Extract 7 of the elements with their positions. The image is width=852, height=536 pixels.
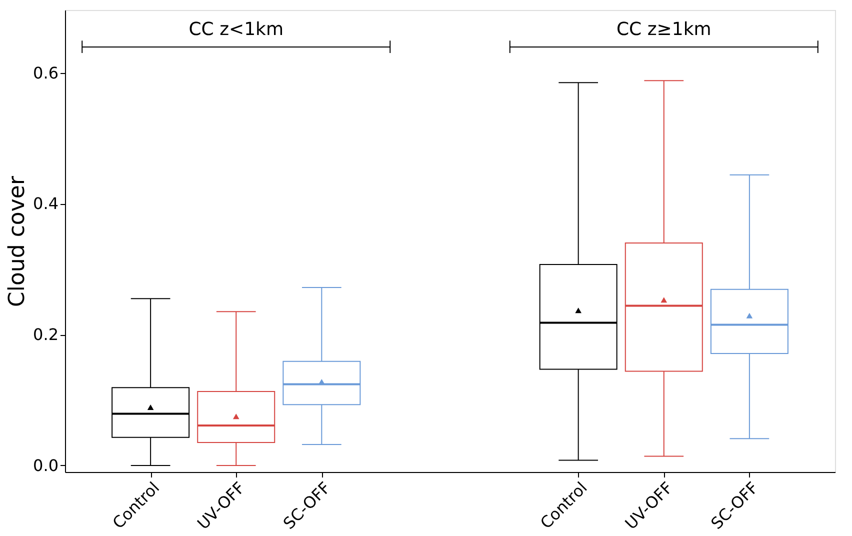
y-tick-label: 0.0 [33, 456, 58, 475]
y-tick-label: 0.6 [33, 63, 58, 82]
y-tick-label: 0.2 [33, 325, 58, 344]
annotation: CC z<1km [188, 18, 284, 40]
annotation: CC z≥1km [616, 18, 712, 40]
y-axis-title: Cloud cover [5, 175, 30, 307]
y-tick-label: 0.4 [33, 194, 58, 214]
